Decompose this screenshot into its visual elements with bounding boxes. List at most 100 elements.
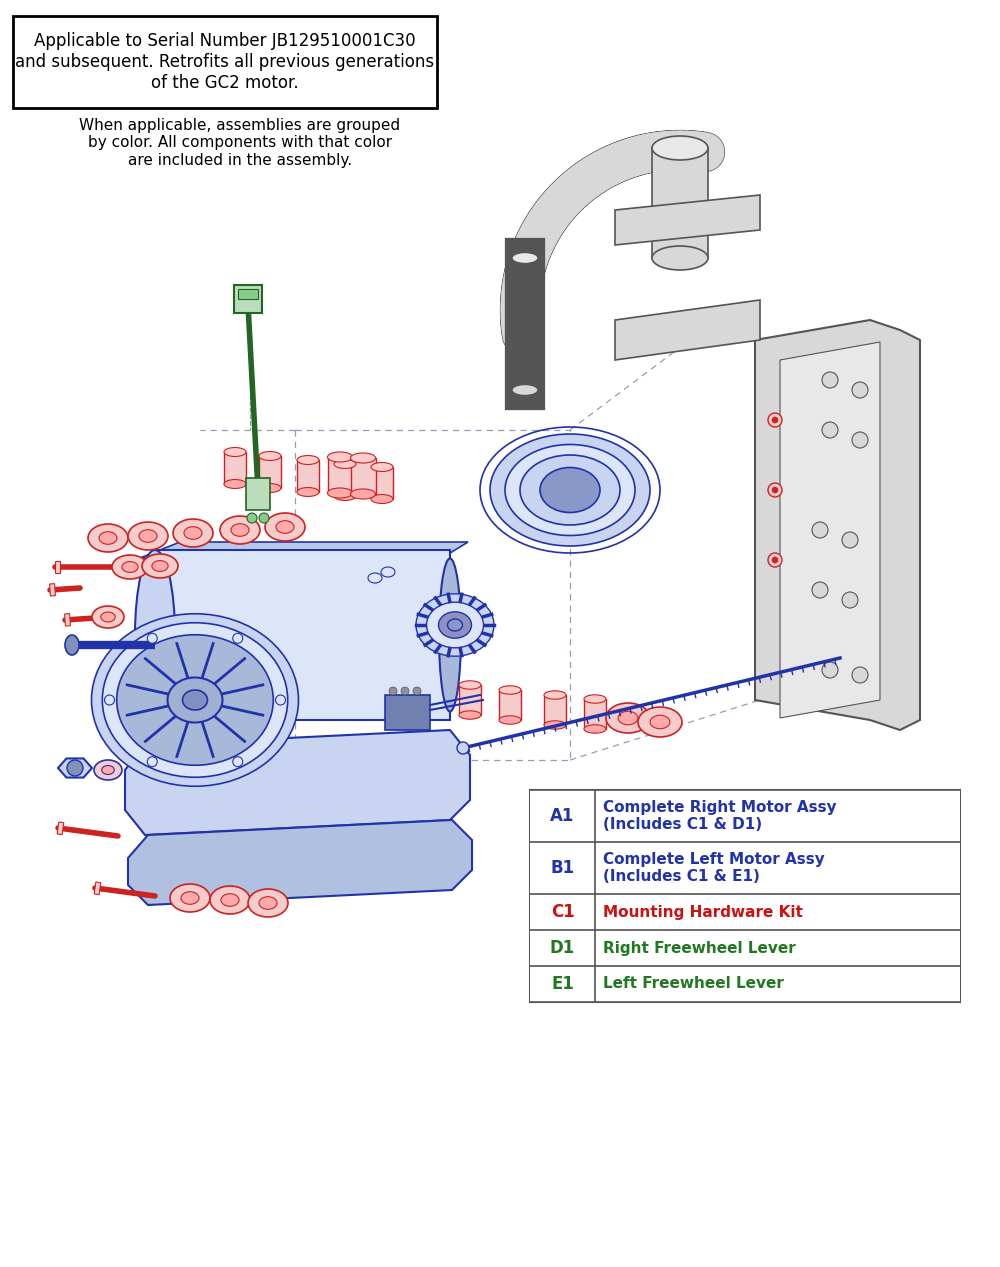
- Polygon shape: [65, 613, 70, 626]
- Circle shape: [852, 432, 868, 449]
- Ellipse shape: [512, 384, 538, 395]
- Circle shape: [389, 687, 397, 696]
- Circle shape: [247, 513, 257, 523]
- Polygon shape: [55, 561, 60, 573]
- Bar: [351, 457, 376, 494]
- Ellipse shape: [210, 886, 250, 914]
- Ellipse shape: [259, 484, 281, 493]
- Bar: [385, 696, 430, 730]
- Text: Complete Right Motor Assy
(Includes C1 & D1): Complete Right Motor Assy (Includes C1 &…: [603, 799, 837, 832]
- Bar: [371, 468, 393, 499]
- Ellipse shape: [276, 521, 294, 533]
- Text: B1: B1: [550, 859, 575, 877]
- Ellipse shape: [520, 455, 620, 525]
- Bar: [297, 460, 319, 492]
- Bar: [652, 148, 708, 258]
- Ellipse shape: [490, 435, 650, 546]
- Ellipse shape: [220, 516, 260, 544]
- Ellipse shape: [117, 635, 273, 765]
- Circle shape: [259, 513, 269, 523]
- Ellipse shape: [92, 613, 298, 787]
- Bar: [238, 289, 258, 299]
- Ellipse shape: [638, 707, 682, 737]
- Ellipse shape: [426, 602, 484, 647]
- Polygon shape: [58, 759, 92, 778]
- Ellipse shape: [652, 246, 708, 270]
- Ellipse shape: [224, 479, 246, 489]
- Bar: [334, 464, 356, 495]
- Text: When applicable, assemblies are grouped
by color. All components with that color: When applicable, assemblies are grouped …: [79, 118, 401, 167]
- Ellipse shape: [438, 612, 472, 639]
- Ellipse shape: [652, 136, 708, 160]
- Ellipse shape: [65, 635, 79, 655]
- Text: A1: A1: [550, 807, 575, 825]
- Circle shape: [812, 582, 828, 598]
- Ellipse shape: [328, 488, 352, 498]
- Ellipse shape: [102, 623, 288, 777]
- Circle shape: [457, 742, 469, 754]
- Ellipse shape: [328, 452, 352, 462]
- Ellipse shape: [112, 555, 148, 579]
- Circle shape: [768, 483, 782, 497]
- Ellipse shape: [182, 691, 208, 710]
- Text: C1: C1: [551, 903, 574, 921]
- Ellipse shape: [499, 685, 521, 694]
- Circle shape: [147, 756, 157, 767]
- Bar: [499, 691, 521, 720]
- Polygon shape: [125, 730, 470, 835]
- Ellipse shape: [224, 447, 246, 456]
- Polygon shape: [615, 195, 760, 245]
- Bar: [530, 895, 960, 930]
- Circle shape: [772, 487, 778, 493]
- Circle shape: [822, 372, 838, 388]
- Ellipse shape: [99, 532, 117, 545]
- Ellipse shape: [122, 561, 138, 573]
- Ellipse shape: [259, 451, 281, 460]
- Ellipse shape: [265, 513, 305, 541]
- Ellipse shape: [101, 612, 115, 622]
- Ellipse shape: [351, 489, 376, 499]
- Polygon shape: [140, 542, 468, 557]
- Ellipse shape: [371, 462, 393, 471]
- Ellipse shape: [88, 525, 128, 552]
- Ellipse shape: [334, 460, 356, 469]
- Ellipse shape: [181, 892, 199, 905]
- Bar: [328, 457, 353, 493]
- Ellipse shape: [544, 691, 566, 699]
- Ellipse shape: [184, 527, 202, 540]
- Ellipse shape: [142, 554, 178, 578]
- Ellipse shape: [499, 716, 521, 725]
- Bar: [530, 791, 960, 843]
- Text: Applicable to Serial Number JB129510001C30
and subsequent. Retrofits all previou: Applicable to Serial Number JB129510001C…: [15, 32, 435, 91]
- Ellipse shape: [334, 492, 356, 500]
- Bar: [530, 965, 960, 1002]
- Bar: [155, 550, 450, 720]
- Ellipse shape: [650, 716, 670, 729]
- Ellipse shape: [368, 573, 382, 583]
- Polygon shape: [50, 584, 55, 595]
- Ellipse shape: [128, 522, 168, 550]
- Bar: [259, 456, 281, 488]
- Ellipse shape: [102, 765, 114, 774]
- Circle shape: [822, 422, 838, 438]
- Circle shape: [233, 634, 243, 644]
- Circle shape: [852, 666, 868, 683]
- Polygon shape: [94, 882, 101, 895]
- Circle shape: [67, 760, 83, 775]
- Ellipse shape: [297, 488, 319, 497]
- FancyBboxPatch shape: [13, 16, 437, 108]
- Ellipse shape: [152, 560, 168, 571]
- Bar: [234, 285, 262, 313]
- Bar: [584, 699, 606, 729]
- Ellipse shape: [351, 454, 376, 462]
- Ellipse shape: [584, 694, 606, 703]
- Circle shape: [812, 522, 828, 538]
- Ellipse shape: [544, 721, 566, 730]
- Ellipse shape: [618, 711, 638, 725]
- Bar: [246, 478, 270, 511]
- Circle shape: [772, 417, 778, 423]
- Bar: [544, 696, 566, 725]
- Ellipse shape: [505, 445, 635, 536]
- Ellipse shape: [512, 252, 538, 264]
- Text: Right Freewheel Lever: Right Freewheel Lever: [603, 940, 796, 955]
